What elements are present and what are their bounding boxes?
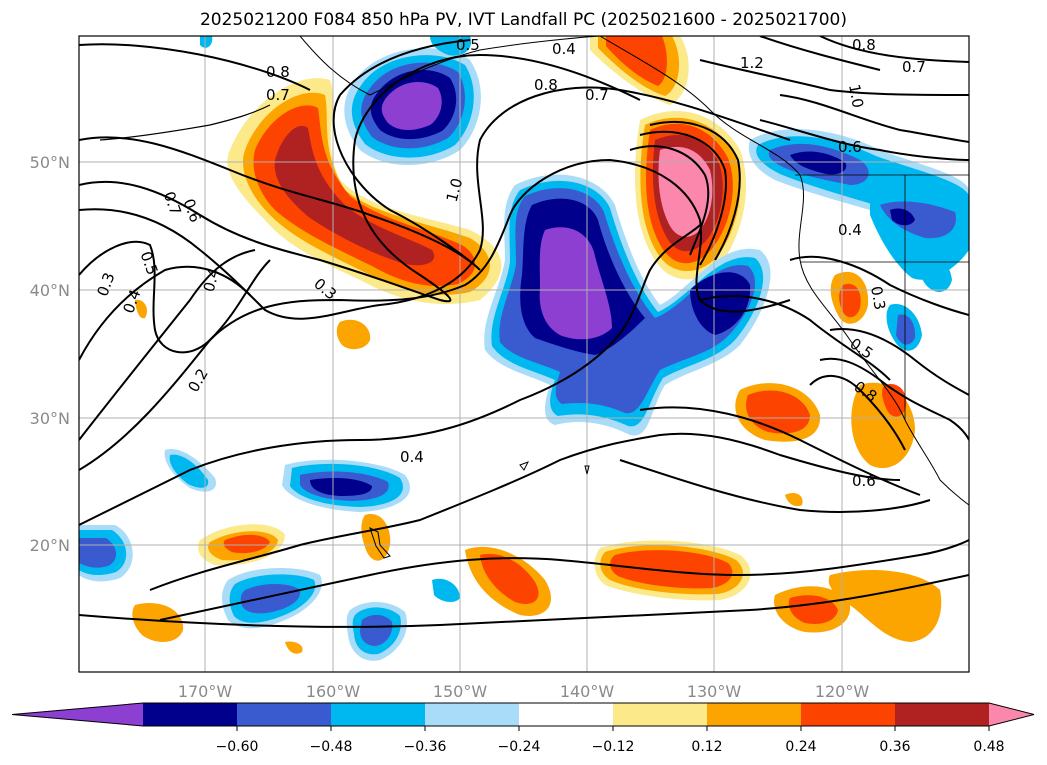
colorbar-tick-label: 0.48: [973, 739, 1004, 755]
contour-label: 0.6: [852, 472, 876, 490]
lat-label: 20°N: [30, 536, 70, 555]
colorbar-tick-label: −0.36: [404, 739, 447, 755]
colorbar-tick-label: 0.24: [785, 739, 816, 755]
colorbar-segment: [801, 703, 896, 726]
contour-label: 0.4: [552, 40, 576, 58]
contour-label: 0.3: [867, 285, 889, 312]
colorbar-segment: [331, 703, 426, 726]
colorbar-tick-label: −0.12: [592, 739, 635, 755]
contour-label: 1.0: [845, 83, 867, 110]
colorbar-segment: [613, 703, 708, 726]
plot-frame: [78, 35, 970, 673]
colorbar-outline: [11, 702, 1035, 727]
contour-label: 0.8: [266, 63, 290, 81]
colorbar-segment: [237, 703, 332, 726]
colorbar-segment: [425, 703, 520, 726]
colorbar-segment: [707, 703, 802, 726]
contour-label: 0.8: [852, 36, 876, 54]
lat-label: 50°N: [30, 153, 70, 172]
lon-label: 130°W: [687, 682, 742, 701]
colorbar-tick-label: 0.12: [691, 739, 722, 755]
contour-label: 1.2: [740, 54, 764, 72]
contour-label: 0.8: [534, 76, 558, 94]
lat-label: 40°N: [30, 281, 70, 300]
colorbar-tick-label: −0.48: [310, 739, 353, 755]
lon-label: 170°W: [178, 682, 233, 701]
contour-label: 0.6: [838, 138, 862, 156]
colorbar-segment: [895, 703, 990, 726]
colorbar-extension-min: [12, 703, 143, 726]
longitude-labels: 170°W 160°W 150°W 140°W 130°W 120°W: [178, 682, 870, 701]
contour-label: 0.4: [400, 448, 424, 466]
contour-label: 1.0: [443, 176, 467, 204]
ivt-contours: [79, 36, 969, 628]
colorbar-segment: [143, 703, 238, 726]
contour-label: 0.4: [200, 266, 224, 294]
lon-label: 140°W: [560, 682, 615, 701]
map-title: 2025021200 F084 850 hPa PV, IVT Landfall…: [199, 10, 847, 30]
contour-label: 0.7: [266, 86, 290, 104]
coastlines: [99, 36, 969, 559]
latitude-labels: 50°N 40°N 30°N 20°N: [30, 153, 70, 555]
lon-label: 160°W: [306, 682, 361, 701]
colorbar-tick-label: 0.36: [879, 739, 910, 755]
colorbar: −0.60 −0.48 −0.36 −0.24 −0.12 0.12 0.24 0.36 0.4…: [11, 702, 1035, 755]
contour-label: 0.7: [585, 86, 609, 104]
colorbar-tick-label: −0.24: [498, 739, 541, 755]
lon-label: 120°W: [815, 682, 870, 701]
lon-label: 150°W: [433, 682, 488, 701]
colorbar-tick-label: −0.60: [216, 739, 259, 755]
colorbar-segment: [519, 703, 614, 726]
lat-label: 30°N: [30, 409, 70, 428]
contour-label: 0.7: [902, 58, 926, 76]
contour-label: 0.5: [456, 36, 480, 54]
colorbar-extension-max: [989, 703, 1034, 726]
contour-label: 0.4: [838, 221, 862, 239]
plot-area: 0.8 0.7 0.5 0.4 0.8 0.7 1.2 0.8 1.0 0.7 …: [79, 36, 969, 672]
